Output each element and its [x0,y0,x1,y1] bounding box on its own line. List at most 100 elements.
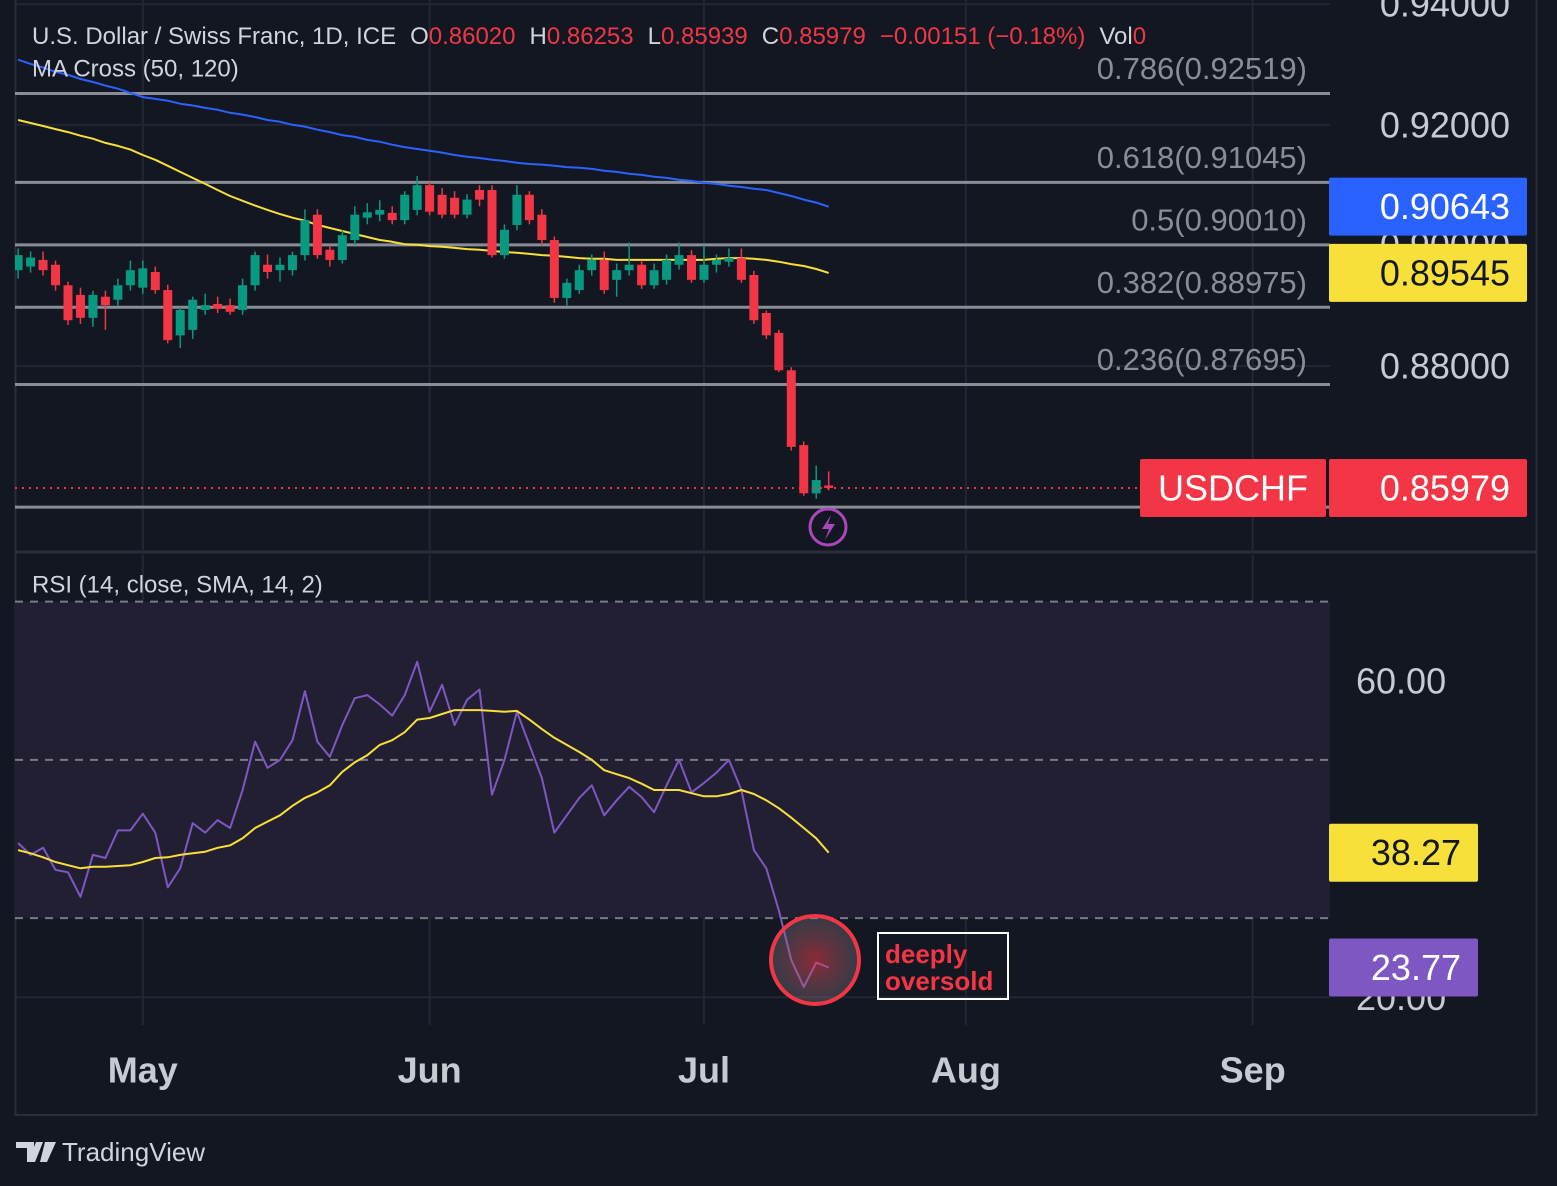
candle-body [637,264,647,286]
candle-body [711,259,721,265]
candle-body [437,194,447,215]
candle-body [487,189,497,256]
candle-body [225,305,235,312]
candle-body [724,258,734,262]
fib-label: 0.786(0.92519) [1097,51,1307,86]
candle-body [425,185,435,212]
candle-body [188,299,198,330]
series-line [17,709,830,870]
candle-body [300,220,310,256]
annotation-circle [769,914,861,1006]
price-tag-label: 0.90643 [1380,186,1510,227]
candle-body [362,212,372,218]
series-line [17,660,830,988]
ohlc-key: L [648,23,661,50]
annotation-text: oversold [885,966,993,996]
candle-body [824,485,834,488]
annotation-box [877,932,1009,1000]
volume-key: Vol [1099,23,1132,50]
candle-body [263,264,273,272]
indicator-title: MA Cross (50, 120) [32,56,239,83]
candle-body [51,264,61,286]
x-tick-label: Jun [398,1050,462,1091]
candle-body [400,194,410,221]
price-tag [1329,177,1527,236]
candle-body [287,255,297,271]
candle-body [774,332,784,371]
candle-body [325,249,335,260]
candle-body [761,312,771,336]
ohlc-key: H [530,23,547,50]
candle-body [799,445,809,494]
series-line [17,119,829,274]
x-tick-label: May [108,1050,178,1091]
oversold-annotation: deeply oversold [769,914,1009,1006]
candle-body [387,212,397,221]
ohlc-value: 0.86020 [429,23,516,50]
candle-body [100,296,110,306]
change: −0.00151 (−0.18%) [880,23,1086,50]
price-tag-label: 0.89545 [1380,252,1510,293]
y-tick-label: 0.88000 [1380,346,1510,387]
candle-body [562,282,572,298]
fib-label: 0.382(0.88975) [1097,265,1307,300]
candle-body [200,305,210,310]
candle-body [250,255,260,286]
tags: 0.90643 0.89545 USDCHF 0.85979 23.77 38.27 [1140,177,1527,997]
annotation-text: deeply [885,939,968,969]
price-pane [15,58,1330,509]
candle-body [512,194,522,225]
ohlc-value: 0.85979 [779,23,866,50]
candle-body [549,240,559,298]
candle-body [475,189,485,200]
price-tag [1329,938,1478,997]
candle-body [337,235,347,260]
candle-body [462,199,472,215]
fib-label: 0.618(0.91045) [1097,140,1307,175]
x-tick-label: Aug [931,1050,1001,1091]
candle-body [662,259,672,280]
rsi-pane [15,600,1330,988]
ohlc-value: 0.86253 [547,23,634,50]
y-tick-label: 0.92000 [1380,104,1510,145]
y-tick-label: 0.94000 [1380,0,1510,25]
candle-body [163,290,173,341]
candle-body [26,257,36,267]
brand: TradingView [62,1137,205,1167]
candle-body [612,270,622,280]
candle-body [699,264,709,280]
price-tag [1329,458,1527,517]
alert-bolt [822,515,835,540]
candle-body [138,268,148,288]
x-tick-label: Jul [678,1050,730,1091]
candle-body [736,258,746,280]
ohlc-value: 0.85939 [661,23,748,50]
x-tick-label: Sep [1220,1050,1286,1091]
candle-body [312,214,322,256]
candle-body [674,255,684,265]
price-tag [1329,823,1478,882]
alert-icon [808,507,848,547]
candle-body [524,194,534,221]
frame [14,0,1538,1116]
symbol-tag [1140,458,1326,517]
y-tick-label: 60.00 [1356,660,1446,701]
price-tag [1329,243,1527,302]
candle-body [749,275,759,321]
candle-body [687,255,697,280]
candle-body [574,270,584,291]
price-tag-label: 38.27 [1371,832,1461,873]
footer: TradingView [16,1137,205,1167]
candle-body [63,285,73,321]
candle-body [275,264,285,271]
candle-body [125,270,135,286]
candle-body [213,303,223,309]
series-line [17,58,830,208]
fib-label: 0.236(0.87695) [1097,342,1307,377]
symbol-tag-label: USDCHF [1158,467,1308,508]
legend-header: U.S. Dollar / Swiss Franc, 1D, ICE O0.860… [32,23,1146,50]
fib-label: 0.5(0.90010) [1131,202,1307,237]
candle-body [38,259,48,271]
